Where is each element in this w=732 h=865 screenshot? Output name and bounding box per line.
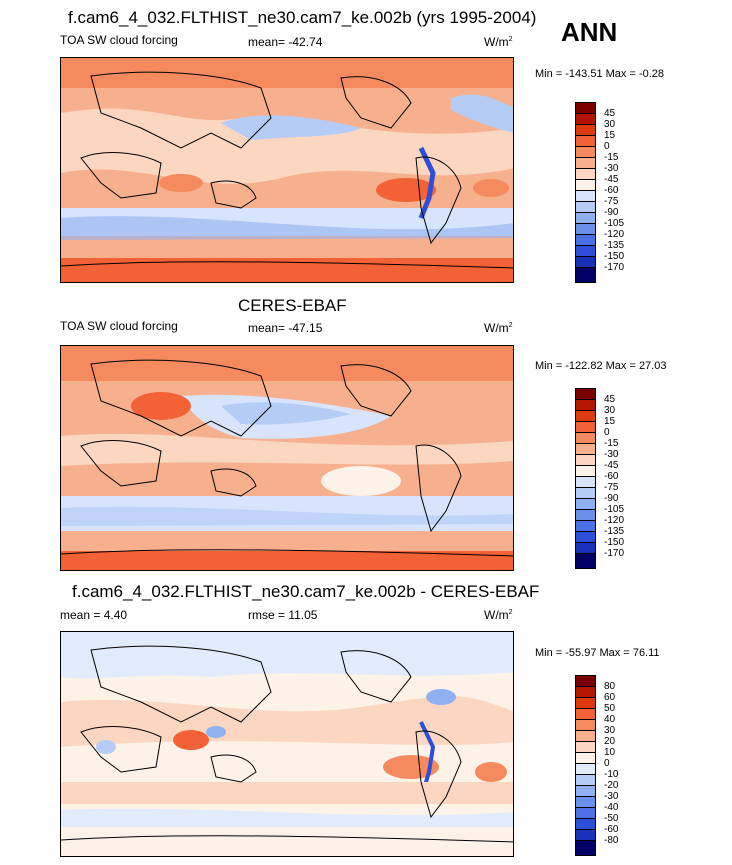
panel3-colorbar-swatch [575,840,596,856]
panel2-title: CERES-EBAF [238,296,347,315]
season-label: ANN [561,17,618,47]
panel1-colorbar [575,102,596,283]
panel3-colorbar-tick: -50 [604,813,619,824]
panel3-colorbar-tick: 20 [604,736,616,747]
panel2-colorbar-tick: -90 [604,493,619,504]
panel2-colorbar-swatch [575,553,596,569]
panel3-rmse-label: rmse = 11.05 [248,608,318,622]
panel2-colorbar-tick: -75 [604,482,619,493]
panel3-colorbar-tick: -60 [604,824,619,835]
panel3-units-label: W/m2 [484,608,513,622]
panel3-mean-label: mean = 4.40 [60,608,128,622]
panel1-colorbar-tick: -170 [604,262,625,273]
panel2-map [60,345,514,571]
panel2-colorbar-tick: -30 [604,449,619,460]
panel1-colorbar-swatch [575,267,596,283]
panel3-colorbar-tick: 80 [604,681,616,692]
panel2-units-label: W/m2 [484,321,513,335]
panel1-colorbar-tick: -75 [604,196,619,207]
panel1-colorbar-tick: 30 [604,119,616,130]
panel3-map [60,631,514,857]
panel3-colorbar-tick: 30 [604,725,616,736]
panel1-colorbar-tick: -45 [604,174,619,185]
panel2-colorbar-tick: -135 [604,526,625,537]
panel2-colorbar-tick: -105 [604,504,625,515]
panel1-colorbar-tick: 45 [604,108,616,119]
panel1-map [60,57,514,283]
panel1-colorbar-tick: 0 [604,141,610,152]
panel1-colorbar-tick: -15 [604,152,619,163]
panel3-colorbar-tick: 60 [604,692,616,703]
panel2-colorbar-tick: -150 [604,537,625,548]
panel1-colorbar-tick: -30 [604,163,619,174]
panel1-colorbar-tick: -105 [604,218,625,229]
panel2-colorbar-tick: -60 [604,471,619,482]
panel2-min-max: Min = -122.82 Max = 27.03 [535,360,667,372]
panel2-colorbar [575,388,596,569]
panel3-colorbar-tick: 40 [604,714,616,725]
panel3-colorbar-tick: 10 [604,747,616,758]
panel3-colorbar-tick: 50 [604,703,616,714]
panel3-colorbar [575,675,596,856]
panel2-colorbar-tick: 30 [604,405,616,416]
panel2-colorbar-tick: -15 [604,438,619,449]
panel3-map-svg [61,632,513,856]
panel3-colorbar-tick: -20 [604,780,619,791]
panel2-map-svg [61,346,513,570]
panel3-colorbar-tick: -30 [604,791,619,802]
panel1-variable-label: TOA SW cloud forcing [60,33,178,47]
panel2-variable-label: TOA SW cloud forcing [60,319,178,333]
panel1-units-label: W/m2 [484,35,513,49]
panel1-min-max: Min = -143.51 Max = -0.28 [535,68,665,80]
panel1-mean-label: mean= -42.74 [248,35,323,49]
panel2-colorbar-tick: -120 [604,515,625,526]
panel2-colorbar-tick: 0 [604,427,610,438]
panel1-colorbar-tick: -150 [604,251,625,262]
panel2-colorbar-tick: 45 [604,394,616,405]
panel1-colorbar-tick: -90 [604,207,619,218]
panel2-colorbar-tick: -45 [604,460,619,471]
panel3-title: f.cam6_4_032.FLTHIST_ne30.cam7_ke.002b -… [72,582,540,601]
panel3-min-max: Min = -55.97 Max = 76.11 [535,647,660,659]
panel2-mean-label: mean= -47.15 [248,321,323,335]
panel3-colorbar-tick: -80 [604,835,619,846]
panel1-colorbar-tick: 15 [604,130,616,141]
panel1-title: f.cam6_4_032.FLTHIST_ne30.cam7_ke.002b (… [68,8,537,27]
panel1-colorbar-tick: -135 [604,240,625,251]
panel3-colorbar-tick: -40 [604,802,619,813]
panel1-colorbar-tick: -120 [604,229,625,240]
panel1-map-svg [61,58,513,282]
panel1-colorbar-tick: -60 [604,185,619,196]
panel2-colorbar-tick: -170 [604,548,625,559]
panel3-colorbar-tick: -10 [604,769,619,780]
panel2-colorbar-tick: 15 [604,416,616,427]
panel3-colorbar-tick: 0 [604,758,610,769]
